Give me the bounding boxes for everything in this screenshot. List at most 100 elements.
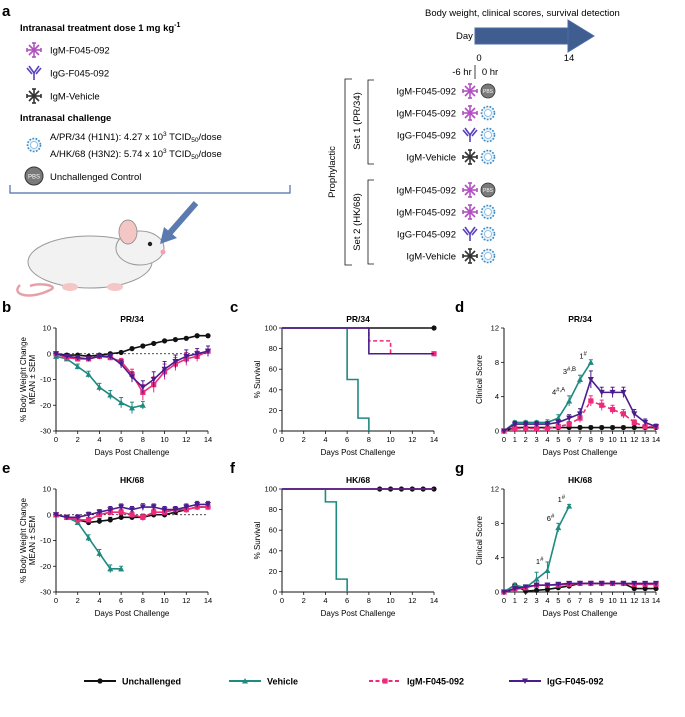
marker-vehicle	[96, 384, 103, 390]
y-axis-label: % Body Weight Change	[19, 337, 28, 422]
series-vehicle	[53, 353, 146, 414]
legend-label: IgG-F045-092	[547, 677, 604, 687]
virus-icon	[26, 137, 42, 153]
y-tick-label: 0	[47, 349, 51, 358]
x-tick-label: 12	[182, 596, 190, 605]
x-tick-label: 9	[600, 435, 604, 444]
treatment-label: IgM-F045-092	[50, 46, 110, 57]
marker-vehicle	[242, 678, 248, 684]
marker-igg	[511, 586, 518, 592]
marker-igm	[118, 509, 124, 515]
marker-igg	[161, 366, 168, 373]
design-row-label: IgM-F045-092	[396, 186, 456, 197]
survival-line	[282, 488, 348, 592]
marker-vehicle	[555, 415, 562, 421]
marker-igg	[653, 424, 659, 430]
x-axis-label: Days Post Challenge	[321, 609, 396, 618]
design-row-label: IgG-F045-092	[397, 230, 456, 241]
y-tick-label: 40	[269, 546, 277, 555]
marker-igg	[172, 358, 179, 365]
mouse-icon	[16, 219, 166, 297]
challenge-heading: Intranasal challenge	[20, 113, 111, 124]
marker-igg	[96, 353, 103, 360]
marker-igm	[588, 398, 594, 404]
marker-unchallenged	[107, 517, 113, 523]
y-tick-label: 4	[495, 553, 499, 562]
x-tick-label: 4	[545, 435, 549, 444]
x-axis-label: Days Post Challenge	[543, 448, 618, 457]
marker-igg	[205, 501, 211, 508]
marker-igg	[598, 580, 605, 587]
marker-unchallenged	[588, 424, 594, 431]
timeline-day-label: Day	[456, 31, 473, 42]
y-tick-label: 0	[273, 588, 277, 597]
y-axis-label: % Survival	[253, 360, 262, 398]
x-tick-label: 10	[386, 435, 394, 444]
marker-igm	[631, 419, 637, 426]
x-tick-label: 14	[430, 435, 438, 444]
x-tick-label: 3	[534, 435, 538, 444]
survival-line	[282, 327, 370, 431]
design-row-label: IgM-Vehicle	[406, 153, 456, 164]
x-tick-label: 0	[502, 596, 506, 605]
marker-igg	[642, 580, 649, 587]
marker-igg	[544, 582, 551, 589]
x-tick-label: 0	[280, 435, 284, 444]
marker-vehicle	[85, 534, 92, 541]
legend-item-igm-f045-092: IgM-F045-092	[369, 677, 464, 687]
marker-igg	[555, 581, 562, 588]
chart-title: HK/68	[346, 475, 370, 485]
design-row-label: IgM-F045-092	[396, 87, 456, 98]
marker-vehicle	[107, 565, 114, 572]
y-tick-label: -10	[40, 536, 51, 545]
chart-title: PR/34	[120, 314, 144, 324]
panel-label-c: c	[230, 299, 238, 316]
annotation: 4#,A	[552, 387, 565, 396]
marker-unchallenged	[544, 586, 551, 593]
y-tick-label: -20	[40, 401, 51, 410]
marker-unchallenged	[97, 678, 103, 684]
panel-label-g: g	[455, 460, 464, 477]
igm-pentamer-icon	[26, 88, 42, 104]
marker-igg	[107, 507, 114, 513]
set2-label: Set 2 (HK/68)	[352, 193, 363, 251]
pbs-icon: PBS	[480, 182, 496, 198]
marker-vehicle	[555, 524, 562, 531]
marker-vehicle	[139, 402, 146, 408]
x-tick-label: 1	[513, 435, 517, 444]
x-tick-label: 5	[556, 435, 560, 444]
marker-unchallenged	[140, 343, 146, 349]
marker-vehicle	[118, 399, 125, 406]
chart-title: HK/68	[120, 475, 144, 485]
marker-igg	[522, 678, 528, 684]
y-tick-label: 0	[495, 427, 499, 436]
marker-igg	[620, 389, 627, 396]
marker-igg	[139, 384, 146, 391]
x-tick-label: 12	[408, 596, 416, 605]
marker-vehicle	[566, 397, 573, 404]
marker-vehicle	[129, 404, 135, 411]
marker-igg	[107, 353, 114, 360]
series-igg-f045-092	[501, 370, 659, 434]
marker-unchallenged	[620, 424, 627, 431]
marker-igg	[620, 580, 627, 587]
design-row-label: IgM-Vehicle	[406, 252, 456, 263]
pbs-icon: PBS	[24, 166, 44, 186]
series-igm-f045-092	[282, 327, 437, 357]
marker-igg	[609, 389, 616, 396]
marker-igg	[587, 580, 594, 587]
x-tick-label: 8	[589, 596, 593, 605]
igm-pentamer-icon	[462, 105, 478, 121]
y-tick-label: 80	[269, 344, 277, 353]
marker-unchallenged	[96, 518, 103, 524]
legend-item-igg-f045-092: IgG-F045-092	[509, 677, 604, 687]
marker-unchallenged	[118, 514, 124, 520]
annotation: 1#	[579, 351, 587, 360]
y-axis-label: % Survival	[253, 521, 262, 559]
x-tick-label: 7	[578, 596, 582, 605]
x-tick-label: 14	[204, 435, 212, 444]
panel-label-f: f	[230, 460, 236, 477]
y-tick-label: -20	[40, 562, 51, 571]
marker-vehicle	[544, 567, 551, 574]
marker-igm	[620, 411, 627, 417]
